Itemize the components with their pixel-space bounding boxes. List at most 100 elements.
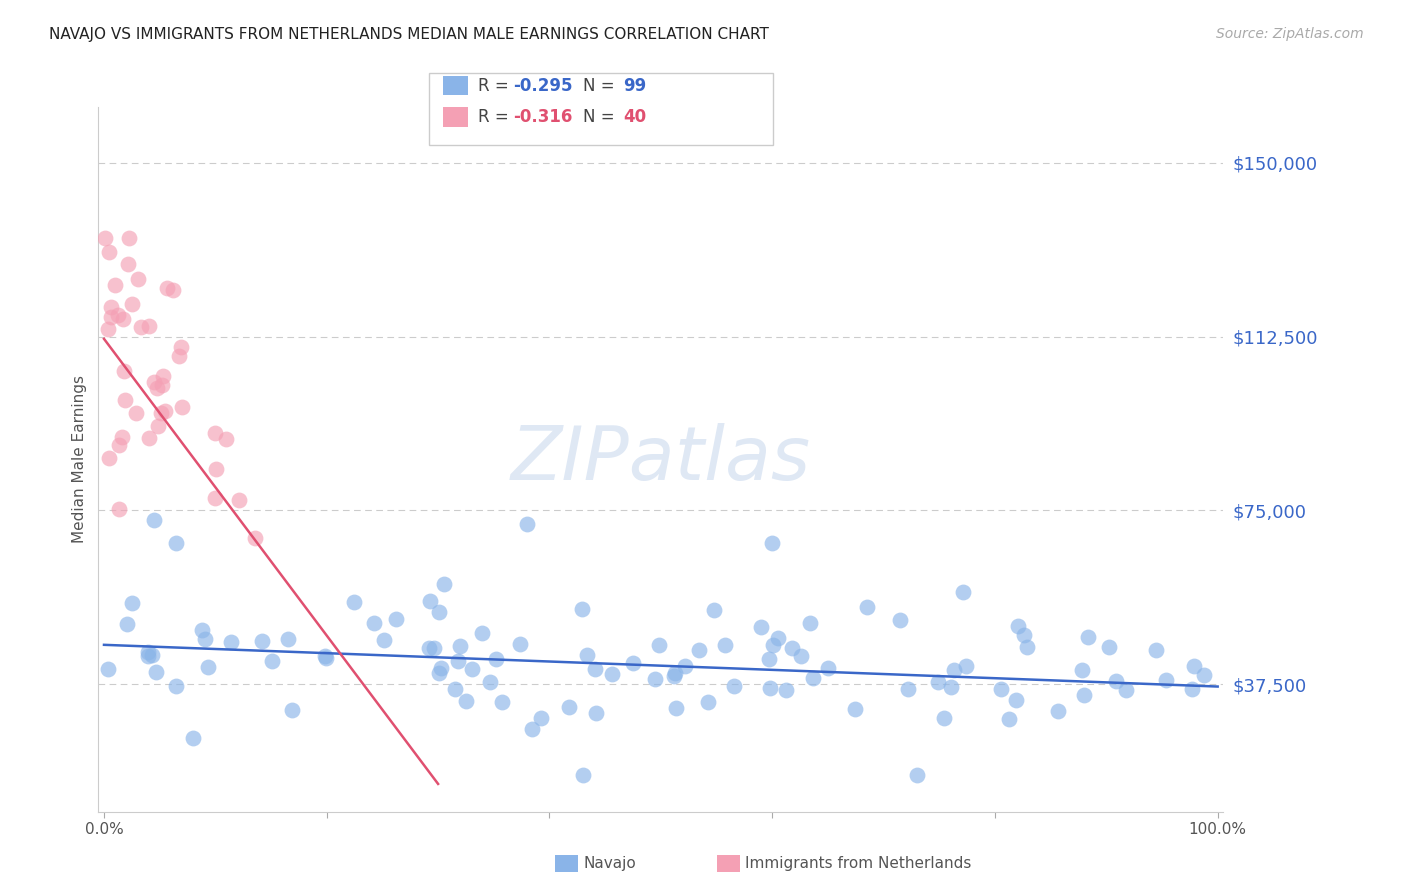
- Point: [447, 654, 470, 668]
- Text: ZIPatlas: ZIPatlas: [510, 424, 811, 495]
- Point: [1073, 688, 1095, 702]
- Point: [768, 632, 790, 646]
- Point: [1012, 628, 1035, 642]
- Point: [107, 438, 129, 452]
- Point: [152, 369, 174, 384]
- Point: [281, 702, 304, 716]
- Text: NAVAJO VS IMMIGRANTS FROM NETHERLANDS MEDIAN MALE EARNINGS CORRELATION CHART: NAVAJO VS IMMIGRANTS FROM NETHERLANDS ME…: [49, 27, 769, 42]
- Point: [585, 706, 607, 720]
- Point: [114, 392, 136, 407]
- Point: [897, 682, 920, 697]
- Point: [817, 661, 839, 675]
- Point: [419, 594, 441, 608]
- Point: [801, 671, 824, 685]
- Point: [108, 501, 131, 516]
- Point: [644, 672, 666, 686]
- Point: [664, 665, 686, 680]
- Point: [1144, 643, 1167, 657]
- Point: [153, 404, 176, 418]
- Point: [780, 640, 803, 655]
- Point: [572, 767, 595, 781]
- Point: [191, 624, 214, 638]
- Point: [315, 650, 337, 665]
- Point: [138, 318, 160, 333]
- Point: [530, 711, 553, 725]
- Point: [129, 320, 152, 334]
- Point: [252, 634, 274, 648]
- Point: [165, 679, 187, 693]
- Point: [194, 632, 217, 646]
- Point: [205, 461, 228, 475]
- Text: Navajo: Navajo: [583, 856, 637, 871]
- Point: [478, 674, 501, 689]
- Point: [990, 682, 1012, 697]
- Point: [1077, 631, 1099, 645]
- Point: [648, 638, 671, 652]
- Point: [143, 513, 166, 527]
- Point: [121, 297, 143, 311]
- Point: [723, 679, 745, 693]
- Point: [449, 640, 471, 654]
- Point: [98, 450, 121, 465]
- Text: 99: 99: [623, 77, 647, 95]
- Point: [373, 632, 395, 647]
- Point: [215, 432, 238, 446]
- Point: [422, 640, 444, 655]
- Point: [150, 406, 173, 420]
- Point: [343, 595, 366, 609]
- Point: [1047, 704, 1070, 718]
- Point: [148, 418, 170, 433]
- Point: [97, 244, 120, 259]
- Point: [143, 375, 166, 389]
- Point: [197, 659, 219, 673]
- Point: [204, 491, 226, 505]
- Point: [673, 658, 696, 673]
- Point: [571, 602, 593, 616]
- Point: [955, 659, 977, 673]
- Point: [427, 605, 450, 619]
- Point: [905, 767, 928, 781]
- Point: [665, 701, 688, 715]
- Point: [491, 695, 513, 709]
- Point: [583, 662, 606, 676]
- Point: [456, 694, 478, 708]
- Point: [576, 648, 599, 663]
- Point: [100, 300, 122, 314]
- Point: [314, 649, 336, 664]
- Point: [927, 675, 949, 690]
- Point: [762, 638, 785, 652]
- Point: [1115, 682, 1137, 697]
- Point: [204, 425, 226, 440]
- Point: [111, 430, 134, 444]
- Point: [262, 654, 284, 668]
- Point: [100, 310, 122, 324]
- Point: [688, 642, 710, 657]
- Point: [749, 620, 772, 634]
- Point: [934, 710, 956, 724]
- Text: -0.316: -0.316: [513, 108, 572, 126]
- Point: [799, 615, 821, 630]
- Point: [121, 596, 143, 610]
- Point: [427, 666, 450, 681]
- Text: Source: ZipAtlas.com: Source: ZipAtlas.com: [1216, 27, 1364, 41]
- Point: [952, 585, 974, 599]
- Point: [150, 377, 173, 392]
- Point: [1007, 619, 1029, 633]
- Point: [127, 271, 149, 285]
- Point: [430, 660, 453, 674]
- Point: [1154, 673, 1177, 687]
- Point: [136, 645, 159, 659]
- Text: N =: N =: [583, 108, 614, 126]
- Point: [761, 536, 783, 550]
- Point: [844, 701, 866, 715]
- Point: [385, 612, 408, 626]
- Text: -0.295: -0.295: [513, 77, 572, 95]
- Point: [156, 281, 179, 295]
- Point: [146, 381, 169, 395]
- Point: [170, 340, 193, 354]
- Point: [97, 322, 120, 336]
- Point: [621, 656, 644, 670]
- Point: [115, 617, 138, 632]
- Point: [118, 231, 141, 245]
- Text: Immigrants from Netherlands: Immigrants from Netherlands: [745, 856, 972, 871]
